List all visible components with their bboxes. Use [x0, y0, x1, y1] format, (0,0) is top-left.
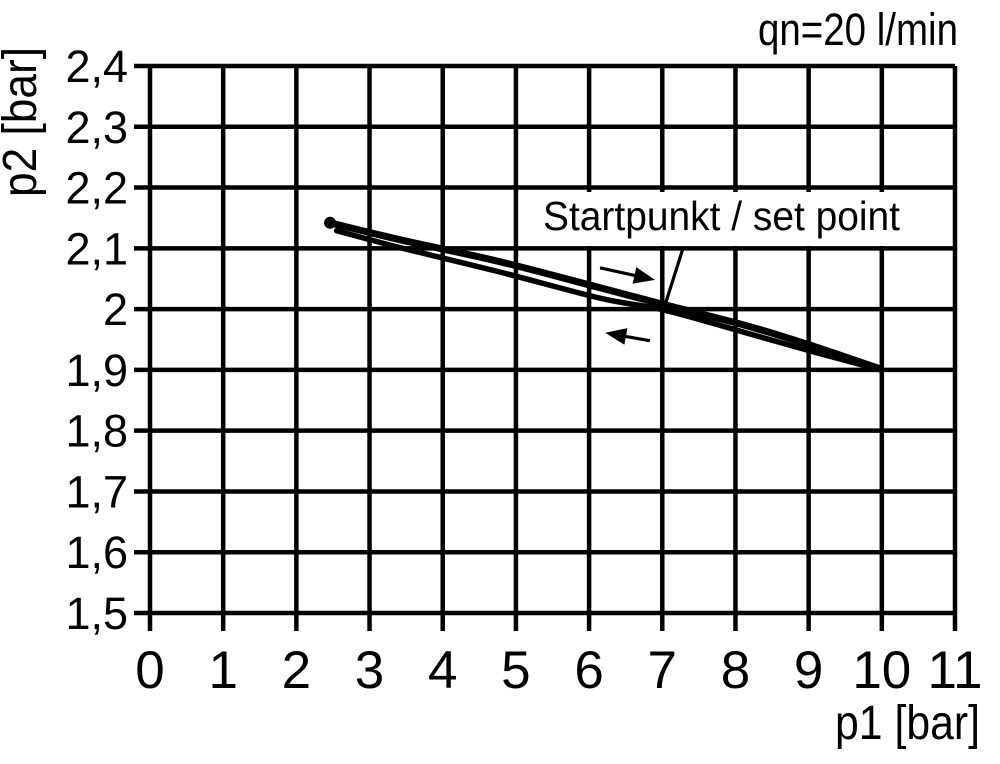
x-tick-label: 7	[648, 641, 677, 700]
x-tick-label: 8	[721, 641, 750, 700]
curve-layer	[324, 216, 884, 373]
y-tick-label: 2,1	[65, 223, 128, 274]
y-tick-label: 1,6	[65, 527, 128, 578]
y-tick-label: 2,4	[65, 41, 128, 92]
x-tick-label: 1	[208, 641, 237, 700]
y-tick-label: 1,8	[65, 406, 128, 457]
x-tick-label: 11	[927, 641, 982, 700]
x-tick-label: 4	[428, 641, 457, 700]
forward-arrow-head	[632, 267, 655, 284]
flow-rate-label: qn=20 l/min	[758, 4, 958, 55]
return-arrow-head	[605, 328, 628, 345]
hysteresis-curve-lower-branch	[333, 227, 884, 373]
setpoint-label-background	[538, 192, 910, 246]
y-tick-label: 2,2	[65, 163, 128, 214]
x-axis-title: p1 [bar]	[835, 697, 980, 750]
y-tick-label: 2	[103, 284, 128, 335]
y-tick-label: 1,7	[65, 466, 128, 517]
setpoint-leader-line	[662, 247, 685, 310]
hysteresis-curve-upper-branch	[326, 219, 884, 373]
curve-start-point	[324, 216, 337, 229]
x-tick-label: 5	[501, 641, 530, 700]
x-tick-label: 6	[574, 641, 603, 700]
tick-label-layer: 2,42,32,22,121,91,81,71,61,50 1 2 3 4 5 6 7 8 9 10…	[65, 41, 982, 700]
x-tick-label: 3	[355, 641, 384, 700]
x-tick-label: 10	[852, 641, 911, 700]
y-tick-label: 2,3	[65, 102, 128, 153]
setpoint-annotation-label: Startpunkt / set point	[543, 193, 901, 239]
x-tick-label: 9	[794, 641, 823, 700]
x-tick-label: 0	[135, 641, 164, 700]
grid-layer	[134, 63, 958, 631]
y-tick-label: 1,9	[65, 345, 128, 396]
x-tick-label: 2	[282, 641, 311, 700]
y-axis-title: p2 [bar]	[0, 47, 47, 197]
y-tick-label: 1,5	[65, 588, 128, 639]
